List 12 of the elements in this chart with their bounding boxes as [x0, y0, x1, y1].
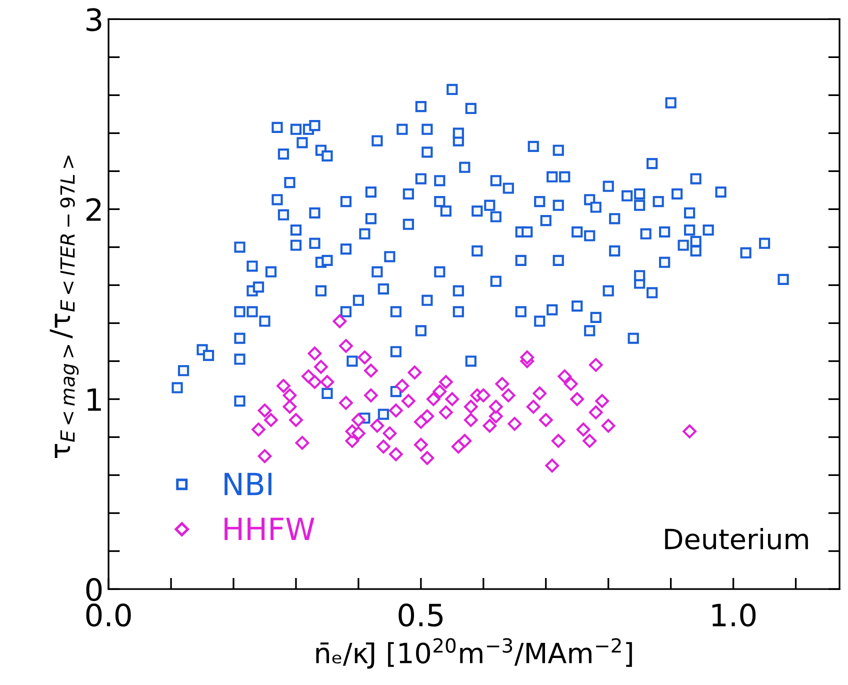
y-axis-title: τ$_{E<mag>}$/τ$_{E<ITER−97L>}$: [50, 156, 79, 458]
x-tick-label: 0.5: [398, 604, 443, 627]
x-tick-label: 0.0: [86, 604, 131, 627]
y-tick-label: 1: [88, 388, 101, 411]
x-tick-label: 1.0: [712, 604, 756, 627]
y-tick-label: 0: [86, 578, 102, 602]
legend-label: HHFW: [224, 518, 314, 540]
annotation: Deuterium: [665, 528, 808, 550]
y-tick-label: 2: [86, 198, 101, 221]
y-tick-label: 3: [86, 8, 102, 32]
legend-label: NBI: [224, 472, 272, 496]
x-axis-title: n̄ₑ/κJ̄ [10$^{20}$m$^{−3}$/MAm$^{−2}$]: [316, 638, 632, 669]
